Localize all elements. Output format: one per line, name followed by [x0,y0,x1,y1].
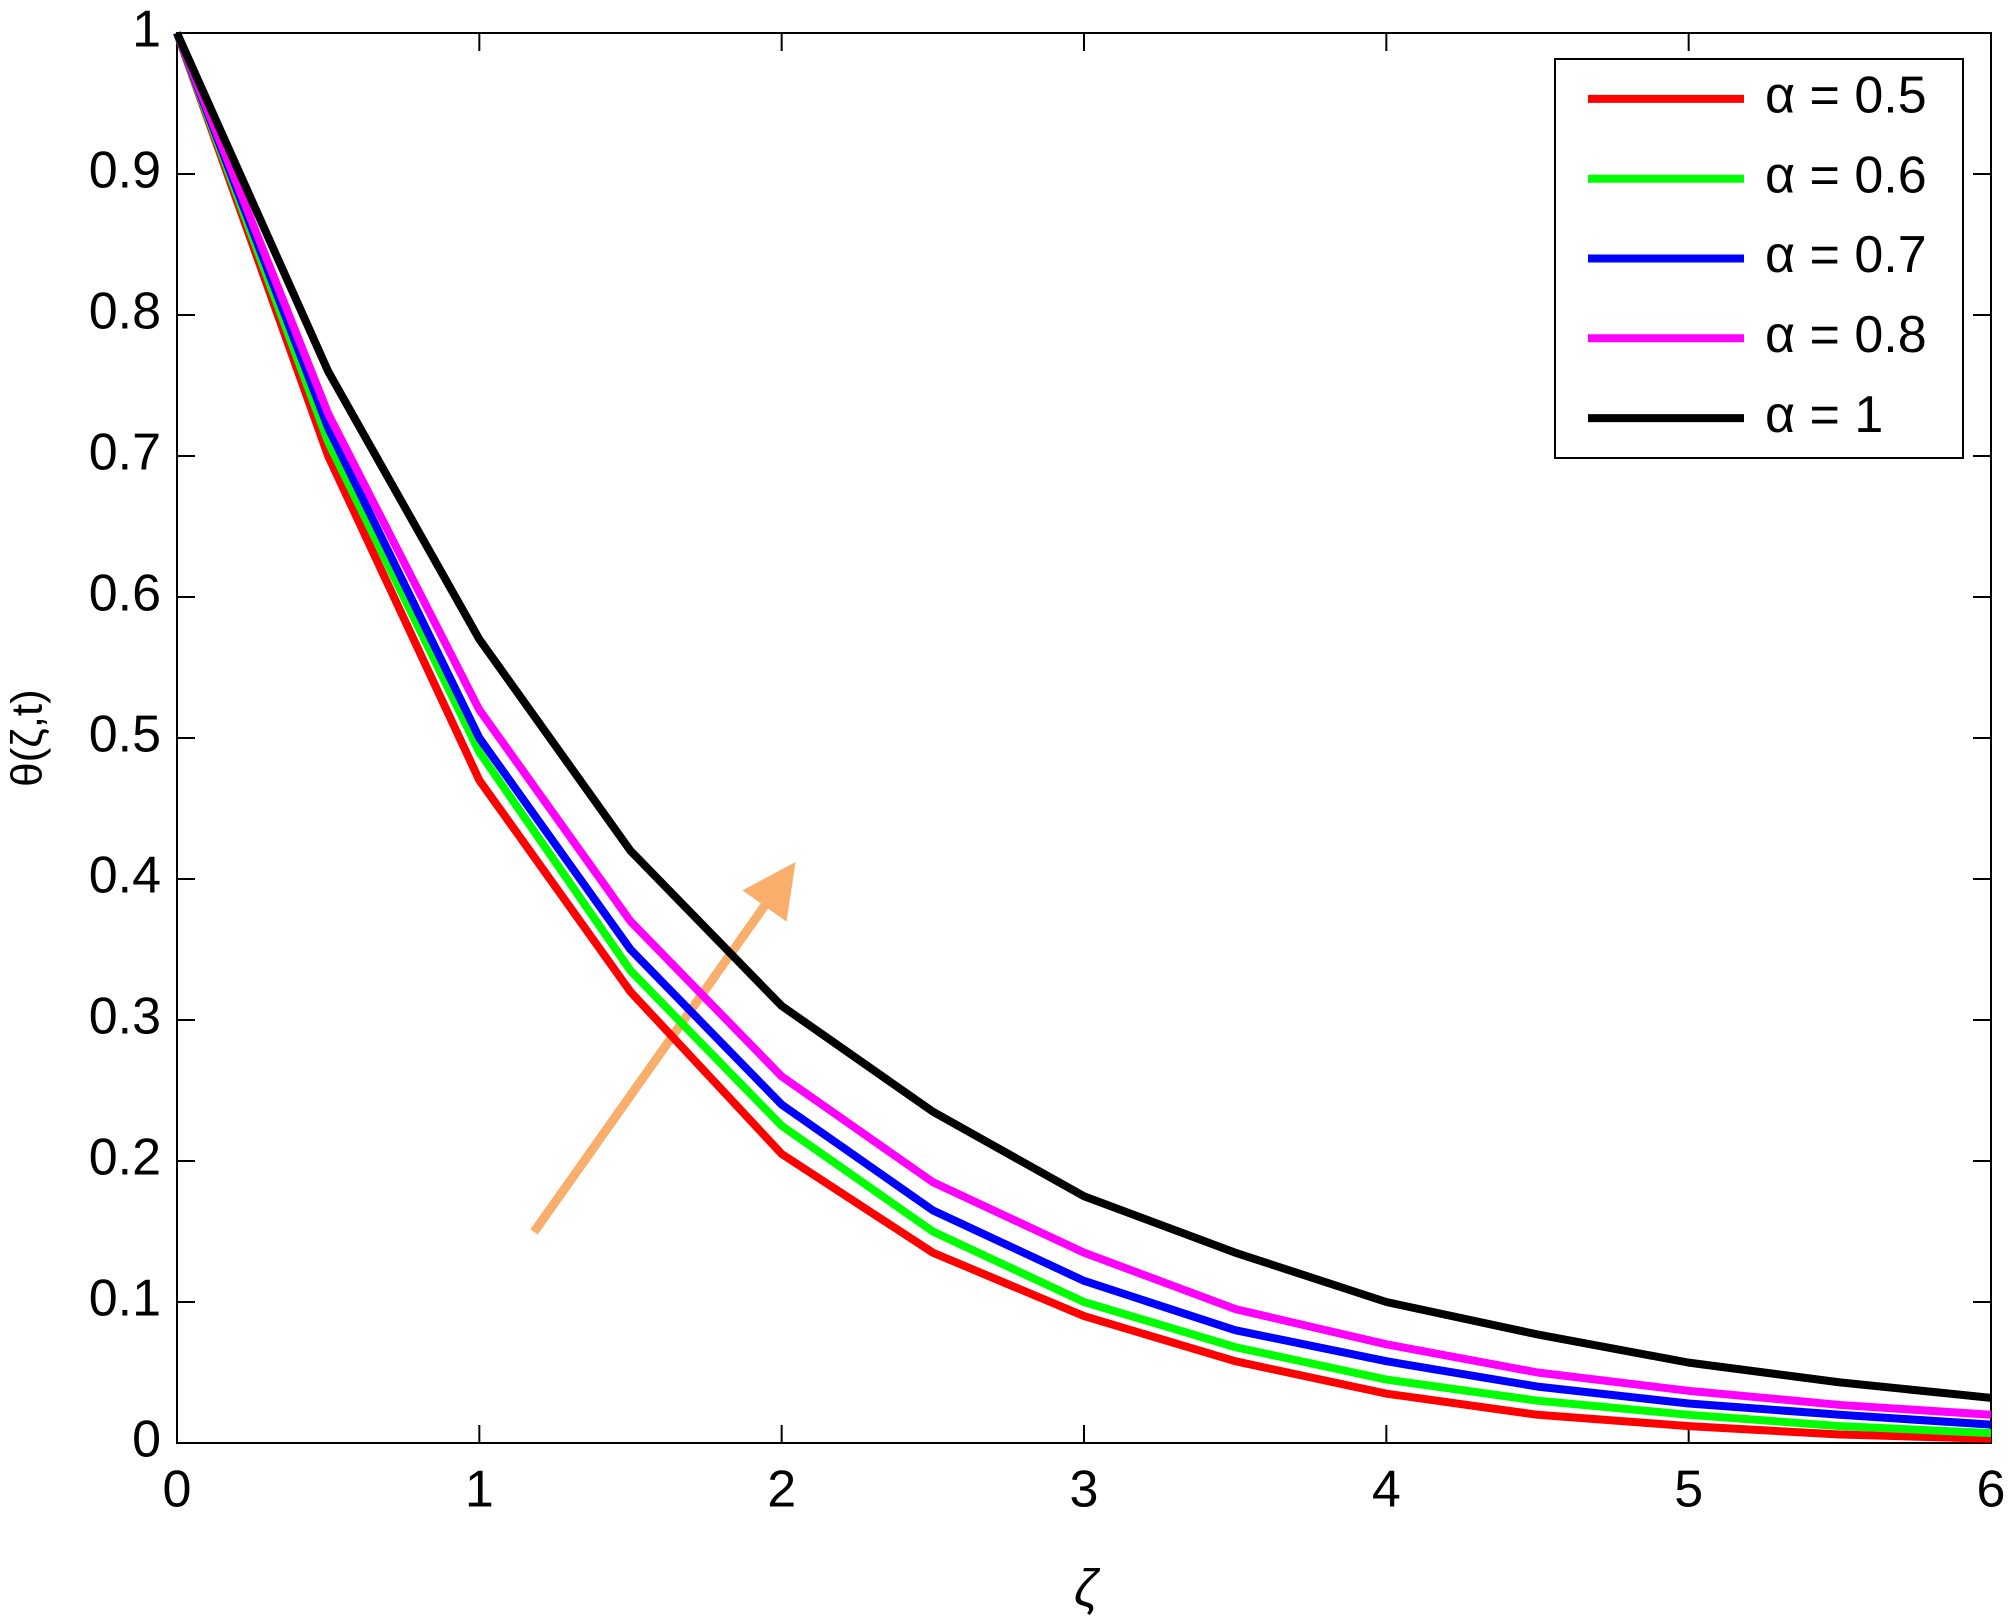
y-tick-label: 0.1 [89,1270,161,1328]
y-tick-label: 0.3 [89,988,161,1046]
legend-label: α = 1 [1765,386,1883,444]
legend: α = 0.5 α = 0.6 α = 0.7 α = 0.8 α = 1 [1554,58,1964,459]
x-tick-label: 5 [1674,1461,1703,1519]
legend-label: α = 0.7 [1765,226,1927,284]
y-tick-label: 0.7 [89,424,161,482]
y-tick-label: 1 [132,1,161,59]
legend-label: α = 0.8 [1765,306,1927,364]
y-tick-label: 0 [132,1411,161,1469]
y-axis-label: θ(ζ,t) [3,689,52,787]
series-line [173,31,1992,1429]
y-tick-label: 0.2 [89,1129,161,1187]
y-tick-label: 0.4 [89,847,161,905]
y-tick-label: 0.5 [89,706,161,764]
x-tick-label: 0 [163,1461,192,1519]
trend-arrow [530,861,796,1235]
x-tick-label: 3 [1070,1461,1099,1519]
legend-label: α = 0.6 [1765,146,1927,204]
x-tick-label: 4 [1372,1461,1401,1519]
x-tick-label: 1 [465,1461,494,1519]
series-line [173,31,1992,1438]
legend-label: α = 0.5 [1765,67,1927,125]
x-tick-label: 6 [1977,1461,2006,1519]
x-tick-label: 2 [767,1461,796,1519]
y-tick-label: 0.9 [89,142,161,200]
series-line [173,31,1992,1402]
y-tick-label: 0.8 [89,283,161,341]
series-line [173,31,1992,1419]
series-line [173,31,1992,1443]
y-tick-label: 0.6 [89,565,161,623]
x-axis-label: ζ [1074,1560,1101,1617]
